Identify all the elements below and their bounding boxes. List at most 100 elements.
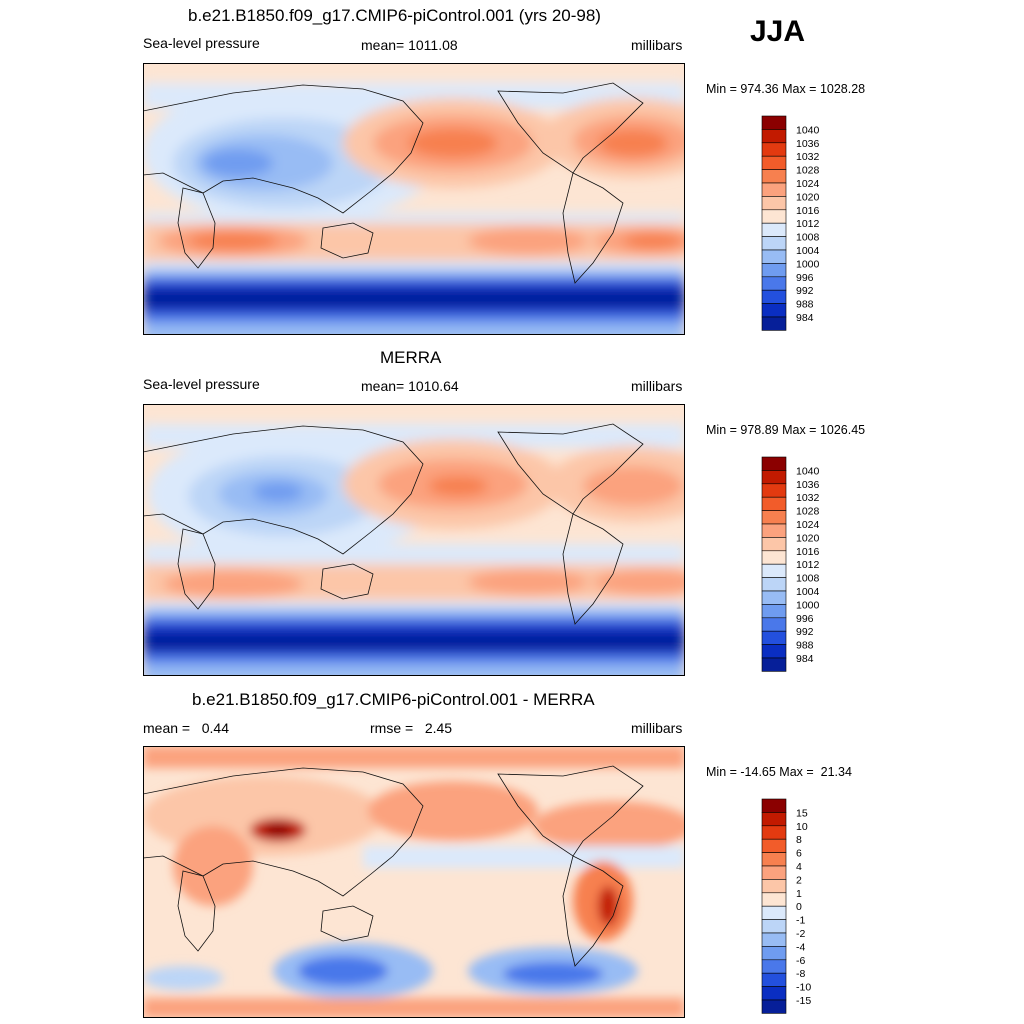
colorbar-box [761, 932, 787, 947]
panel-2-map-frame [143, 404, 685, 676]
colorbar-box [761, 209, 787, 224]
colorbar-tick-label: 4 [796, 861, 802, 873]
colorbar-tick-label: 6 [796, 848, 802, 860]
colorbar-tick-label: 1024 [796, 178, 820, 190]
colorbar-box [761, 999, 787, 1014]
colorbar-tick-label: 15 [796, 807, 808, 819]
colorbar-box [761, 303, 787, 318]
colorbar-box [761, 222, 787, 237]
season-label: JJA [750, 15, 806, 48]
colorbar-box [761, 276, 787, 291]
colorbar-tick-label: 1012 [796, 218, 820, 230]
colorbar-box [761, 523, 787, 538]
colorbar-box [761, 550, 787, 565]
colorbar-box [761, 483, 787, 498]
colorbar-box [761, 946, 787, 961]
colorbar-tick-label: -2 [796, 928, 805, 940]
colorbar-tick-label: 988 [796, 299, 814, 311]
colorbar-box [761, 604, 787, 619]
colorbar-box [761, 959, 787, 974]
colorbar-box [761, 289, 787, 304]
panel-2-units-label: millibars [631, 378, 683, 394]
colorbar-tick-label: 1028 [796, 165, 820, 177]
panel-2-mean-label: mean= 1010.64 [361, 378, 459, 394]
colorbar-box [761, 590, 787, 605]
colorbar-box [761, 456, 787, 471]
colorbar-tick-label: 10 [796, 821, 808, 833]
colorbar-box [761, 115, 787, 130]
colorbar-tick-label: 984 [796, 653, 814, 665]
colorbar-box [761, 812, 787, 827]
colorbar-box [761, 798, 787, 813]
colorbar-tick-label: 1040 [796, 465, 820, 477]
colorbar-tick-label: 988 [796, 640, 814, 652]
colorbar-box [761, 537, 787, 552]
colorbar-tick-label: 1008 [796, 573, 820, 585]
colorbar-box [761, 657, 787, 672]
panel-1-title: b.e21.B1850.f09_g17.CMIP6-piControl.001 … [188, 6, 601, 25]
panel-1-mean-label: mean= 1011.08 [361, 37, 458, 53]
colorbar-tick-label: 1004 [796, 245, 820, 257]
colorbar-box [761, 496, 787, 511]
colorbar-box [761, 249, 787, 264]
colorbar-tick-label: 1032 [796, 492, 820, 504]
colorbar-tick-label: 1040 [796, 124, 820, 136]
colorbar-tick-label: -4 [796, 941, 805, 953]
colorbar-tick-label: -1 [796, 915, 805, 927]
colorbar-box [761, 129, 787, 144]
colorbar-tick-label: 1016 [796, 205, 820, 217]
panel-1-map [143, 63, 685, 335]
colorbar-box [761, 263, 787, 278]
colorbar-tick-label: 2 [796, 874, 802, 886]
colorbar-box [761, 879, 787, 894]
colorbar-tick-label: 1000 [796, 599, 820, 611]
panel-3-minmax: Min = -14.65 Max = 21.34 [706, 765, 852, 779]
colorbar-tick-label: 1036 [796, 479, 820, 491]
colorbar-box [761, 644, 787, 659]
colorbar-box [761, 155, 787, 170]
colorbar-box [761, 142, 787, 157]
colorbar-tick-label: 1028 [796, 506, 820, 518]
colorbar-tick-label: -10 [796, 982, 811, 994]
colorbar-tick-label: 996 [796, 613, 814, 625]
colorbar-box [761, 825, 787, 840]
colorbar-tick-label: 1036 [796, 138, 820, 150]
panel-1-minmax: Min = 974.36 Max = 1028.28 [706, 82, 866, 96]
colorbar-box [761, 892, 787, 907]
colorbar-box [761, 905, 787, 920]
panel-2-map [143, 404, 685, 676]
panel-3-rmse-label: rmse = 2.45 [370, 720, 453, 736]
colorbar-tick-label: -6 [796, 955, 805, 967]
colorbar-tick-label: 996 [796, 272, 814, 284]
colorbar-box [761, 236, 787, 251]
colorbar-tick-label: 1020 [796, 191, 820, 203]
colorbar-box [761, 865, 787, 880]
panel-2-contour-field [143, 404, 685, 676]
colorbar-box [761, 470, 787, 485]
panel-3-mean-label: mean = 0.44 [143, 720, 230, 736]
colorbar-box [761, 852, 787, 867]
colorbar-box [761, 986, 787, 1001]
panel-3-contour-field [143, 746, 685, 1018]
colorbar-tick-label: 992 [796, 626, 814, 638]
colorbar-box [761, 510, 787, 525]
colorbar-box [761, 196, 787, 211]
colorbar-box [761, 182, 787, 197]
colorbar-box [761, 577, 787, 592]
colorbar-box [761, 169, 787, 184]
panel-1-coastlines [143, 82, 644, 284]
colorbar-box [761, 919, 787, 934]
colorbar-tick-label: 1008 [796, 232, 820, 244]
panel-1-units-label: millibars [631, 37, 683, 53]
panel-1-colorbar-boxes [761, 115, 787, 331]
colorbar-tick-label: 1016 [796, 546, 820, 558]
colorbar-box [761, 630, 787, 645]
colorbar-tick-label: 1 [796, 888, 802, 900]
colorbar-box [761, 563, 787, 578]
colorbar-tick-label: -8 [796, 968, 805, 980]
colorbar-tick-label: -15 [796, 995, 811, 1007]
